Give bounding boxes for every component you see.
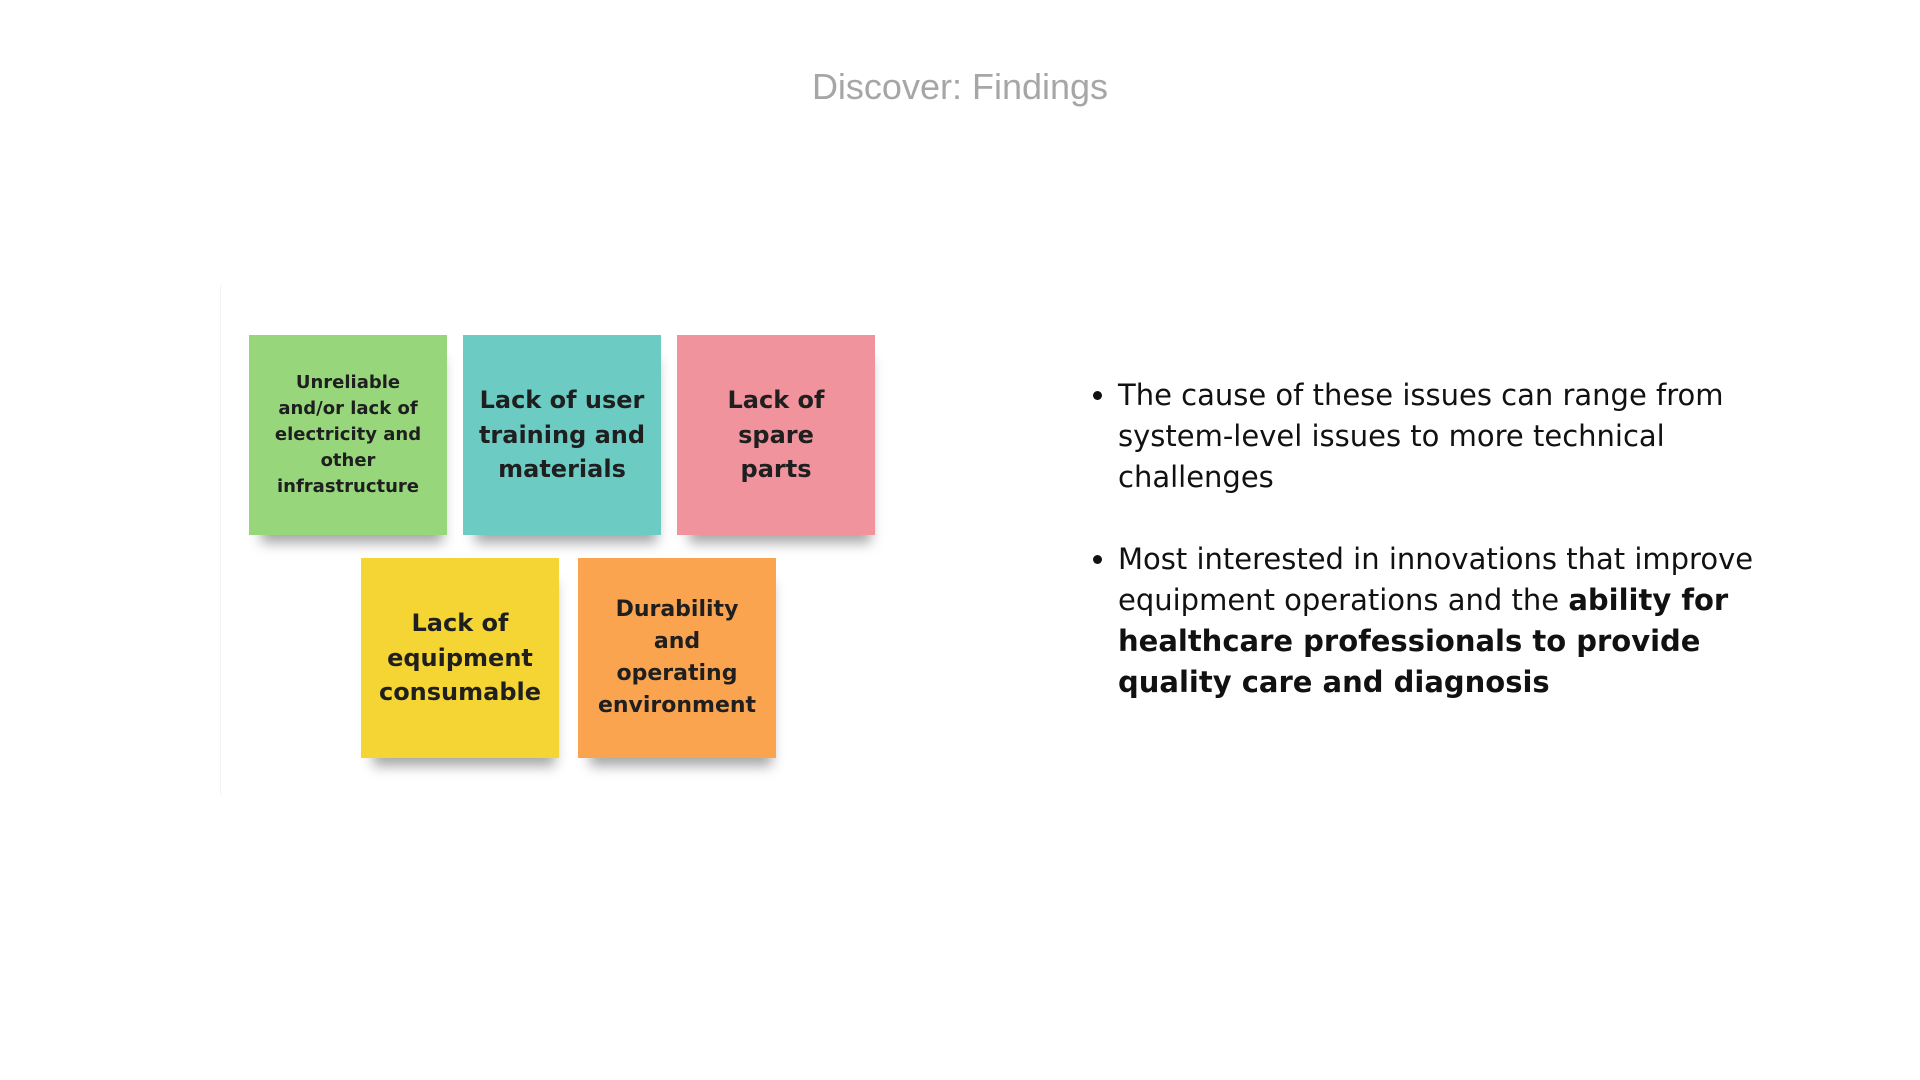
sticky-note-consumable: Lack of equipment consumable <box>361 558 559 758</box>
findings-bullet-list: The cause of these issues can range from… <box>1090 375 1818 744</box>
bullet-bold-text: ability for healthcare professionals to … <box>1118 583 1729 699</box>
sticky-note-text: Durability and operating environment <box>597 597 757 718</box>
sticky-note-board: Unreliable and/or lack of electricity an… <box>220 285 891 795</box>
sticky-note-text: Lack of spare parts <box>727 385 825 484</box>
sticky-note-durability: Durability and operating environment <box>578 558 776 758</box>
slide-title: Discover: Findings <box>811 66 1109 107</box>
sticky-note-training: Lack of user training and materials <box>463 335 661 535</box>
sticky-note-spare-parts: Lack of spare parts <box>677 335 875 535</box>
bullet-text: Most interested in innovations that impr… <box>1118 542 1754 617</box>
sticky-note-text: Lack of equipment consumable <box>378 608 542 707</box>
sticky-note-text: Lack of user training and materials <box>478 385 646 484</box>
sticky-note-text: Unreliable and/or lack of electricity an… <box>274 371 422 498</box>
bullet-item: The cause of these issues can range from… <box>1118 375 1818 498</box>
sticky-note-electricity: Unreliable and/or lack of electricity an… <box>249 335 447 535</box>
bullet-text: The cause of these issues can range from… <box>1118 378 1724 494</box>
bullet-item: Most interested in innovations that impr… <box>1118 539 1818 703</box>
